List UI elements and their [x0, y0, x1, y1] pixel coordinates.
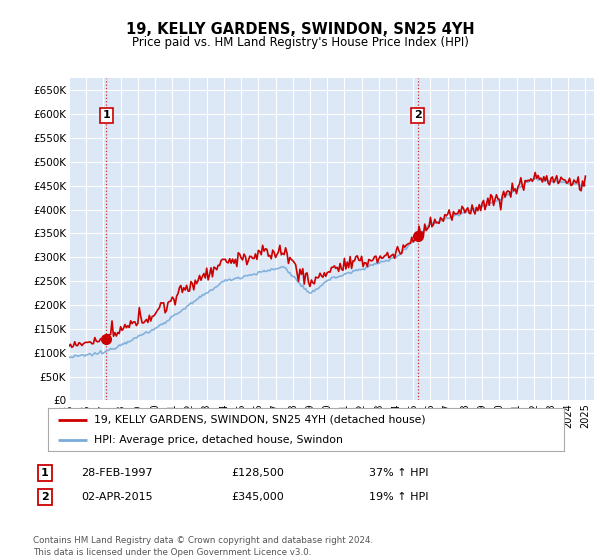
Text: 2: 2: [41, 492, 49, 502]
Text: Price paid vs. HM Land Registry's House Price Index (HPI): Price paid vs. HM Land Registry's House …: [131, 36, 469, 49]
Text: Contains HM Land Registry data © Crown copyright and database right 2024.
This d: Contains HM Land Registry data © Crown c…: [33, 536, 373, 557]
Text: 28-FEB-1997: 28-FEB-1997: [81, 468, 152, 478]
Text: 02-APR-2015: 02-APR-2015: [81, 492, 152, 502]
Text: £128,500: £128,500: [231, 468, 284, 478]
Text: 1: 1: [103, 110, 110, 120]
Text: 2: 2: [413, 110, 421, 120]
Text: 19, KELLY GARDENS, SWINDON, SN25 4YH (detached house): 19, KELLY GARDENS, SWINDON, SN25 4YH (de…: [94, 415, 426, 424]
Text: £345,000: £345,000: [231, 492, 284, 502]
Text: HPI: Average price, detached house, Swindon: HPI: Average price, detached house, Swin…: [94, 435, 343, 445]
Text: 1: 1: [41, 468, 49, 478]
Text: 19, KELLY GARDENS, SWINDON, SN25 4YH: 19, KELLY GARDENS, SWINDON, SN25 4YH: [125, 22, 475, 38]
Text: 19% ↑ HPI: 19% ↑ HPI: [369, 492, 428, 502]
Text: 37% ↑ HPI: 37% ↑ HPI: [369, 468, 428, 478]
